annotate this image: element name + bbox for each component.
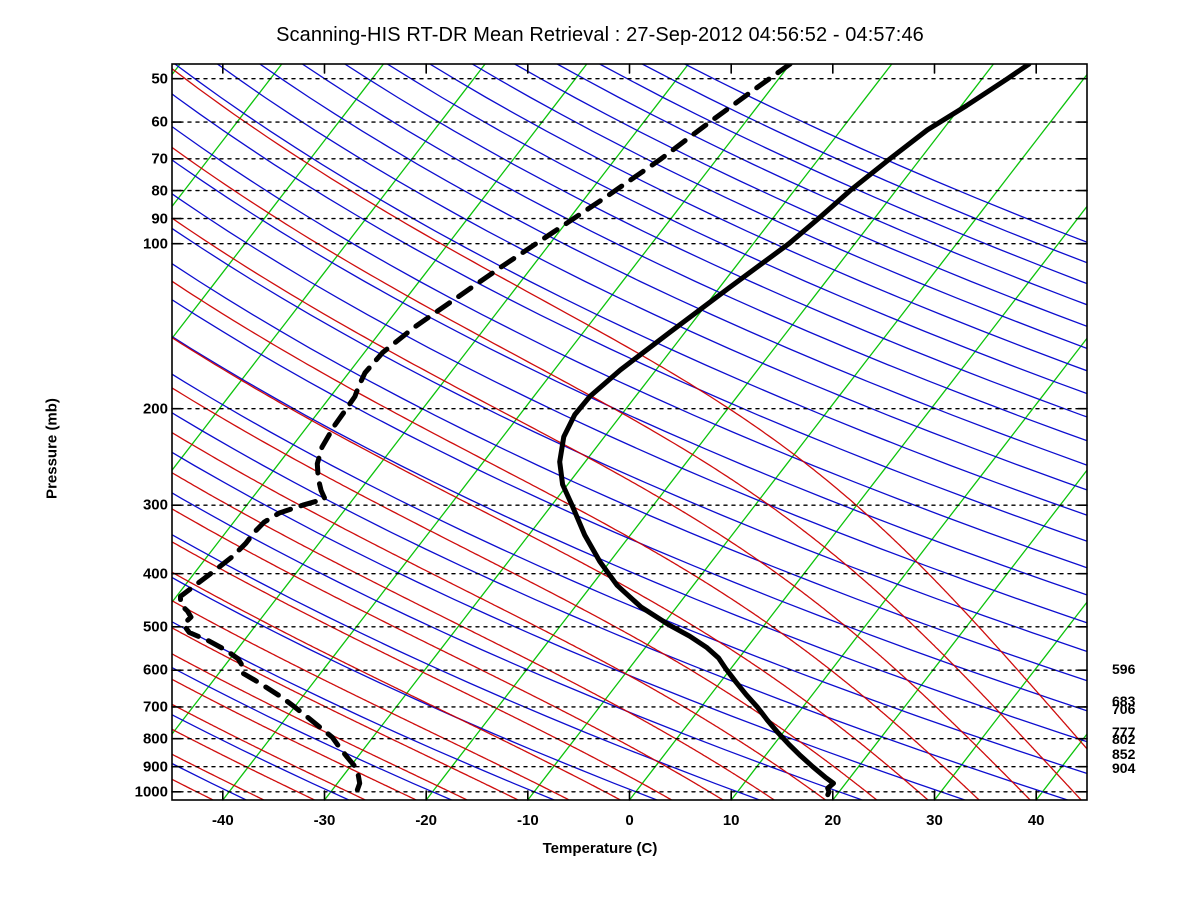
x-tick-label: 20 — [824, 812, 842, 829]
y-tick-label: 50 — [151, 70, 168, 88]
y-tick-label: 70 — [151, 150, 168, 168]
right-pressure-label: 852 — [1112, 745, 1136, 762]
y-tick-label: 80 — [151, 182, 168, 200]
x-tick-label: 30 — [926, 812, 943, 829]
x-tick-label: 40 — [1027, 812, 1045, 829]
axis-ticks — [171, 63, 1088, 801]
y-tick-label: 200 — [142, 400, 168, 418]
y-tick-label: 600 — [142, 661, 168, 679]
x-tick-label: 0 — [625, 812, 634, 829]
x-axis-title: Temperature (C) — [542, 840, 658, 857]
right-pressure-label: 596 — [1112, 660, 1136, 677]
pressure-gridlines — [172, 78, 1087, 793]
y-tick-label: 800 — [142, 730, 168, 748]
background-lines — [172, 64, 1087, 800]
right-pressure-label: 904 — [1112, 759, 1136, 776]
y-axis-ticklabels: 50 60 70 80 90 100 200 300 400 500 600 700 800 900 100… — [92, 0, 168, 900]
right-pressure-label: 777 — [1112, 723, 1136, 740]
x-tick-label: 10 — [722, 812, 740, 829]
x-tick-label: -10 — [516, 812, 539, 829]
y-tick-label: 1000 — [134, 783, 168, 801]
x-tick-label: -20 — [415, 812, 437, 829]
x-tick-label: -40 — [211, 812, 234, 829]
y-tick-label: 100 — [142, 235, 168, 253]
y-axis-title: Pressure (mb) — [43, 398, 61, 499]
y-tick-label: 90 — [151, 210, 168, 228]
y-tick-label: 900 — [142, 758, 168, 776]
right-pressure-label: 802 — [1112, 731, 1136, 748]
right-pressure-label: 706 — [1112, 700, 1136, 717]
x-axis-ticklabels: -40 -30 -20 -10 0 10 20 30 40 — [0, 812, 1200, 842]
right-pressure-label: 683 — [1112, 693, 1136, 710]
y-tick-label: 60 — [151, 113, 168, 131]
y-tick-label: 300 — [142, 496, 168, 514]
y-tick-label: 400 — [142, 565, 168, 583]
y-tick-label: 500 — [142, 618, 168, 636]
page-title: Scanning-HIS RT-DR Mean Retrieval : 27-S… — [276, 24, 924, 46]
x-tick-label: -30 — [313, 812, 336, 829]
y-tick-label: 700 — [142, 698, 168, 716]
sounding-profiles — [178, 64, 1032, 798]
right-pressure-labels: 596 683 706 777 802 852 904 — [1112, 0, 1200, 900]
